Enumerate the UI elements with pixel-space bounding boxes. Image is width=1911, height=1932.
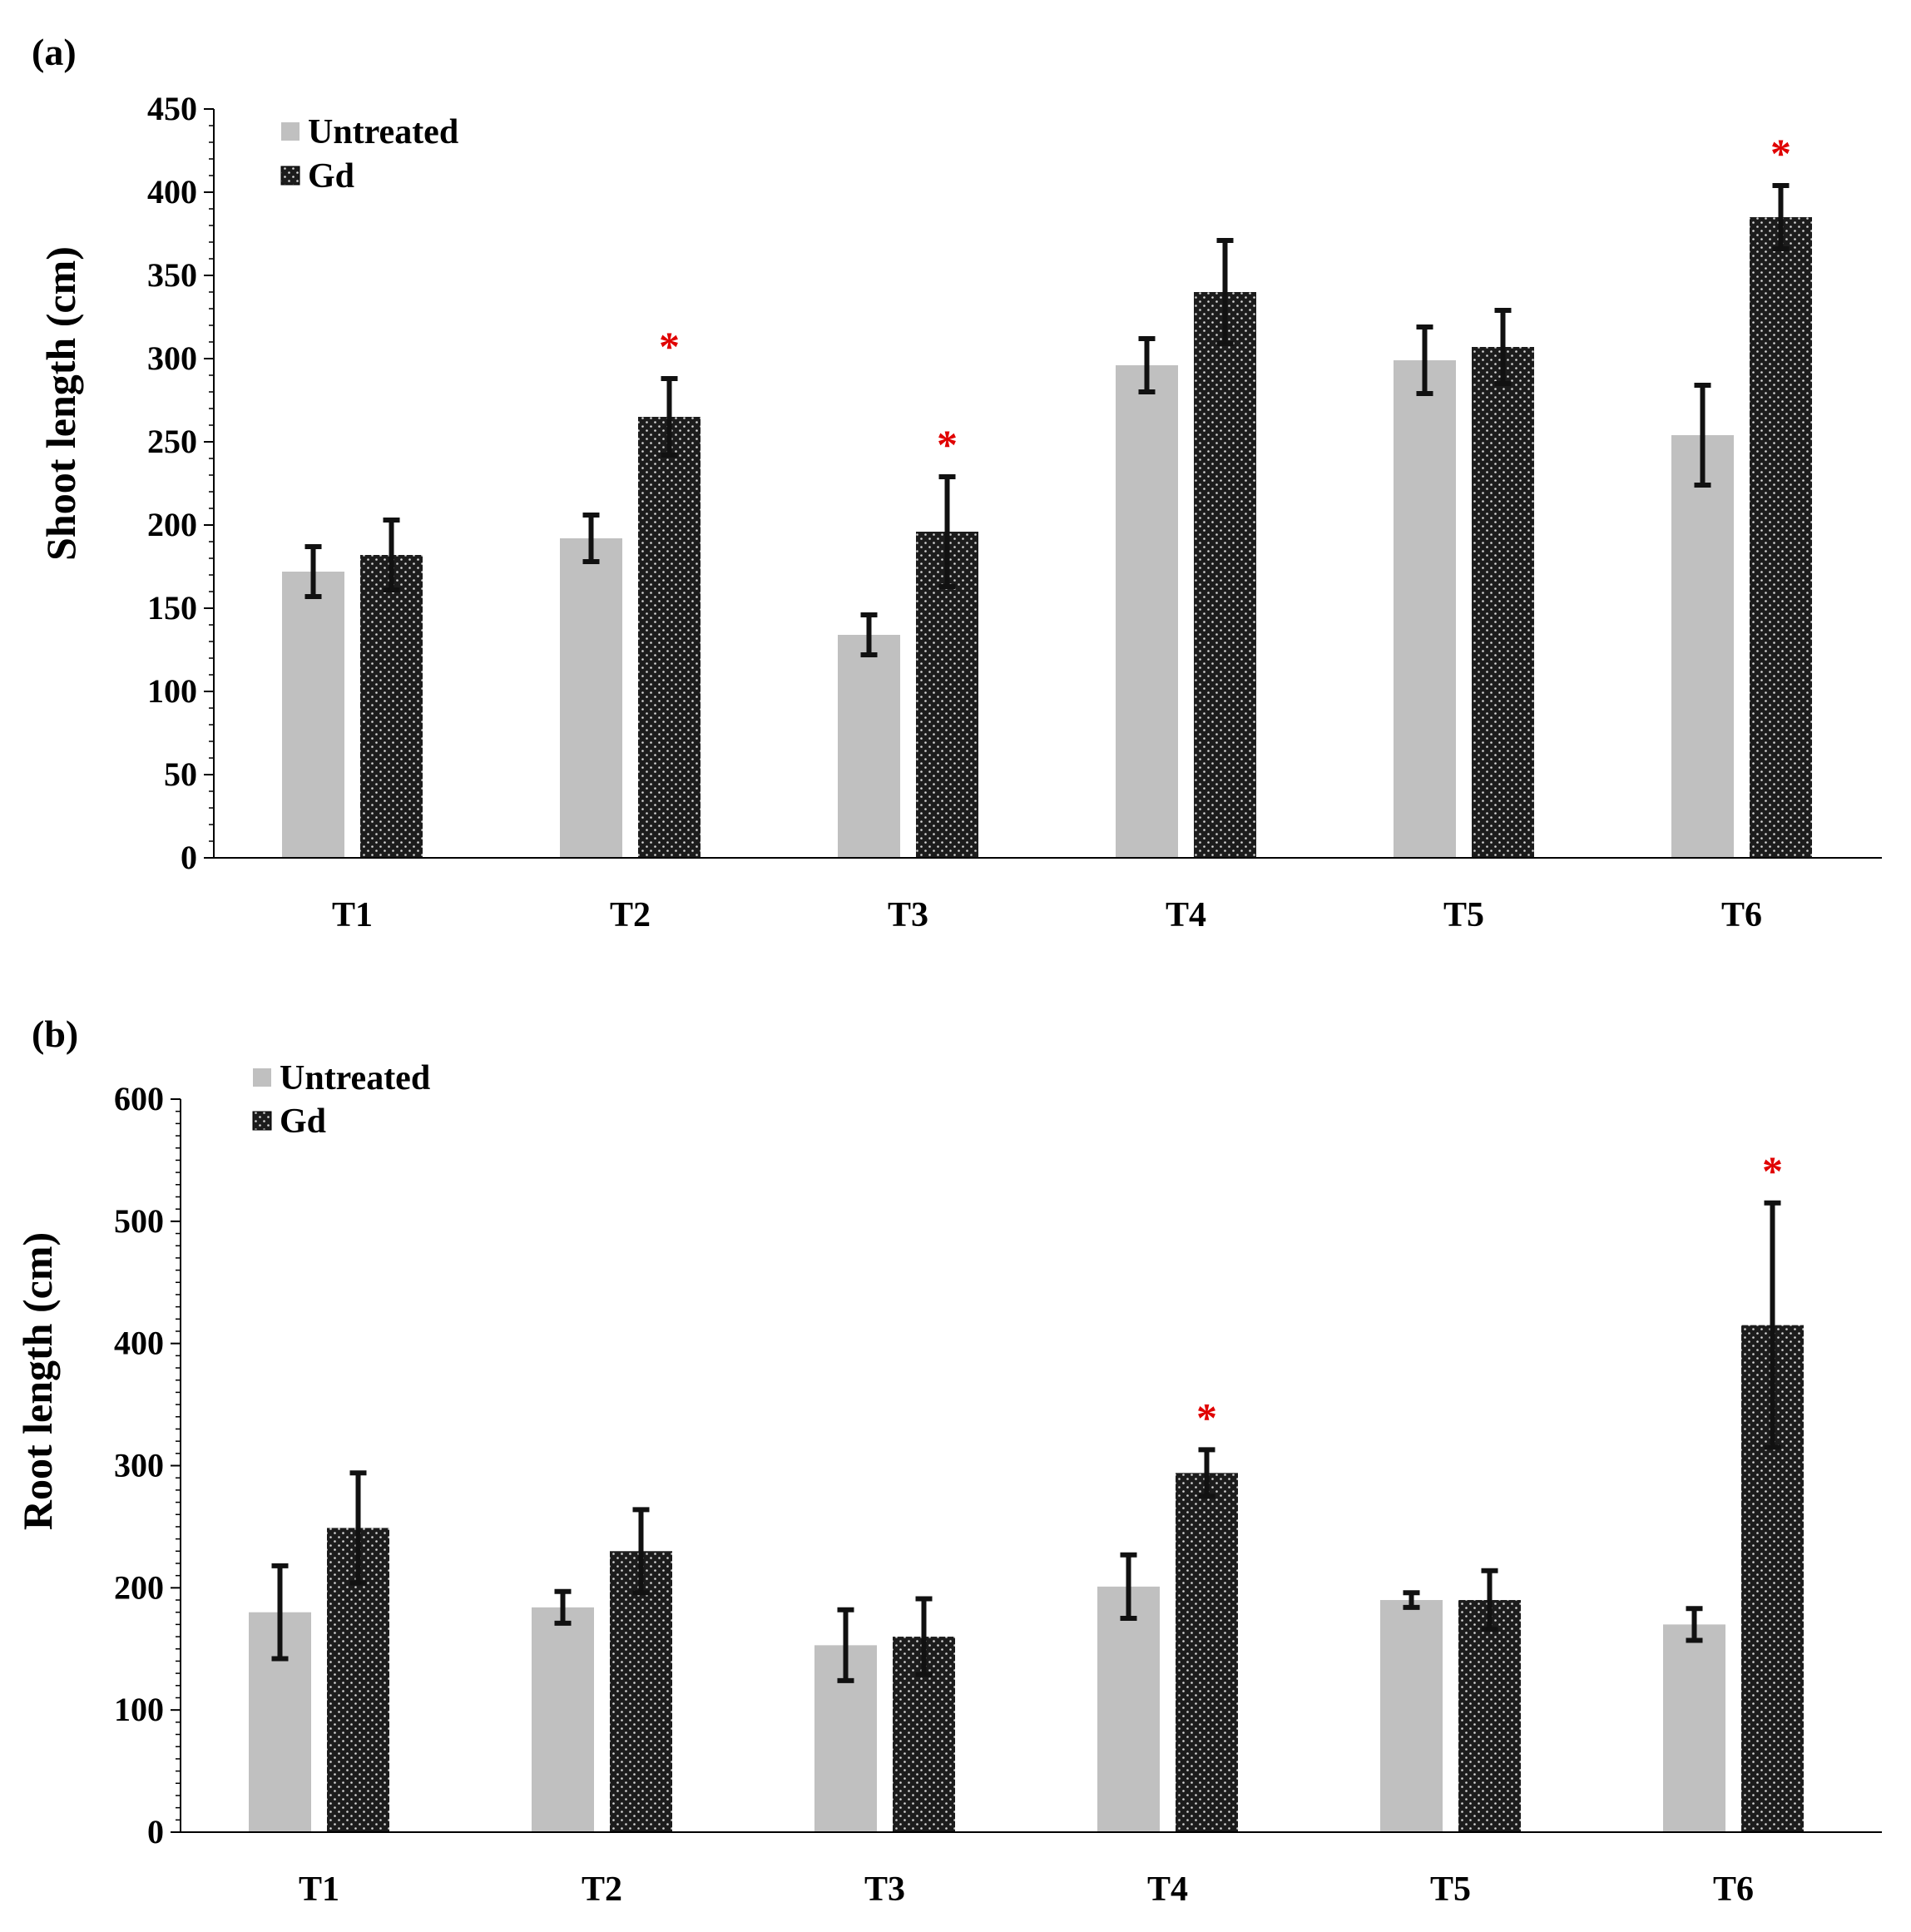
legend-label-untreated-b: Untreated bbox=[280, 1059, 430, 1097]
legend-label-gd-a: Gd bbox=[308, 157, 354, 196]
y-tick-label: 0 bbox=[147, 1813, 164, 1850]
y-tick-label: 0 bbox=[181, 839, 197, 876]
y-tick-label: 450 bbox=[147, 90, 197, 127]
legend-swatch-gd-b bbox=[252, 1111, 272, 1131]
legend-swatch-untreated-a bbox=[281, 122, 300, 141]
legend-b: Untreated Gd bbox=[252, 1059, 430, 1141]
legend-swatch-untreated-b bbox=[253, 1068, 271, 1087]
error-bar-gd-t6 bbox=[1764, 1200, 1781, 1450]
y-axis-title-a: Shoot length (cm) bbox=[37, 246, 84, 561]
x-tick-label-t5: T5 bbox=[1443, 896, 1484, 934]
chart-panel-a: (a) Shoot length (cm) * * * 0 50 100 150 200 250… bbox=[32, 31, 1882, 934]
legend-a: Untreated Gd bbox=[280, 113, 458, 196]
x-tick-label-t4: T4 bbox=[1147, 1870, 1188, 1909]
bar-gd-t2 bbox=[638, 417, 701, 858]
error-bar-gd-t4 bbox=[1198, 1447, 1215, 1499]
x-tick-label-t5: T5 bbox=[1430, 1870, 1471, 1909]
error-bar-gd-t5 bbox=[1481, 1568, 1498, 1632]
bar-gd-t5 bbox=[1472, 347, 1534, 858]
bar-gd-t2 bbox=[610, 1551, 672, 1832]
significance-star-t6: * bbox=[1762, 1147, 1783, 1194]
error-bar-untreated-t5 bbox=[1403, 1590, 1420, 1610]
plot-area-b: * * 0 100 200 300 400 500 600 T1 T2 T3 T4 T5 T6 bbox=[114, 1080, 1882, 1909]
bar-gd-t1 bbox=[360, 555, 423, 858]
x-tick-label-t4: T4 bbox=[1166, 896, 1206, 934]
error-bar-untreated-t5 bbox=[1416, 324, 1433, 396]
error-bar-gd-t1 bbox=[349, 1470, 367, 1586]
bar-untreated-t3 bbox=[838, 635, 900, 858]
y-tick-label: 400 bbox=[114, 1325, 164, 1362]
legend-swatch-gd-a bbox=[280, 166, 300, 186]
bar-untreated-t4 bbox=[1116, 365, 1178, 858]
bar-untreated-t6 bbox=[1671, 435, 1734, 858]
y-tick-label: 100 bbox=[147, 672, 197, 710]
y-tick-label: 500 bbox=[114, 1202, 164, 1240]
significance-star-t6: * bbox=[1770, 130, 1791, 176]
significance-star-t2: * bbox=[659, 323, 680, 369]
error-bar-gd-t2 bbox=[661, 376, 678, 458]
error-bar-untreated-t6 bbox=[1694, 383, 1711, 488]
y-tick-label: 150 bbox=[147, 589, 197, 627]
error-bar-gd-t6 bbox=[1772, 183, 1790, 251]
bar-untreated-t5 bbox=[1394, 360, 1456, 858]
x-tick-label-t6: T6 bbox=[1713, 1870, 1754, 1909]
y-tick-label: 100 bbox=[114, 1691, 164, 1728]
x-tick-label-t1: T1 bbox=[332, 896, 373, 934]
plot-area-a: * * * 0 50 100 150 200 250 300 350 400 450 T1 T2 T3 T4 T5… bbox=[147, 90, 1882, 934]
error-bar-gd-t5 bbox=[1494, 308, 1512, 386]
error-bar-untreated-t3 bbox=[860, 612, 878, 657]
error-bar-untreated-t2 bbox=[582, 513, 600, 564]
y-tick-label: 400 bbox=[147, 173, 197, 211]
chart-panel-b: (b) Root length (cm) * * 0 100 200 300 400 500 6… bbox=[14, 1013, 1882, 1909]
x-tick-label-t2: T2 bbox=[610, 896, 651, 934]
error-bar-untreated-t2 bbox=[554, 1588, 572, 1626]
bar-untreated-t6 bbox=[1663, 1624, 1725, 1832]
significance-star-t4: * bbox=[1196, 1394, 1217, 1440]
panel-label-a: (a) bbox=[32, 31, 77, 73]
bar-untreated-t5 bbox=[1380, 1600, 1443, 1832]
x-tick-label-t6: T6 bbox=[1721, 896, 1762, 934]
bar-gd-t4 bbox=[1194, 292, 1256, 858]
error-bar-untreated-t1 bbox=[271, 1563, 289, 1662]
y-tick-label: 600 bbox=[114, 1080, 164, 1117]
x-tick-label-t3: T3 bbox=[888, 896, 928, 934]
error-bar-gd-t3 bbox=[915, 1596, 933, 1677]
legend-label-gd-b: Gd bbox=[280, 1102, 326, 1141]
error-bar-untreated-t6 bbox=[1686, 1606, 1703, 1643]
bar-untreated-t2 bbox=[560, 538, 622, 858]
x-tick-label-t1: T1 bbox=[299, 1870, 339, 1909]
significance-star-t3: * bbox=[937, 421, 958, 468]
error-bar-untreated-t3 bbox=[837, 1607, 854, 1683]
y-tick-label: 200 bbox=[147, 506, 197, 543]
error-bar-untreated-t4 bbox=[1138, 336, 1156, 394]
x-tick-label-t2: T2 bbox=[582, 1870, 622, 1909]
error-bar-untreated-t1 bbox=[304, 544, 322, 599]
y-tick-label: 350 bbox=[147, 256, 197, 294]
error-bar-gd-t3 bbox=[938, 474, 956, 589]
error-bar-gd-t1 bbox=[383, 518, 400, 592]
y-tick-label: 50 bbox=[164, 755, 197, 793]
bar-untreated-t2 bbox=[532, 1607, 594, 1832]
bar-gd-t5 bbox=[1458, 1600, 1521, 1832]
y-tick-label: 200 bbox=[114, 1568, 164, 1606]
bar-untreated-t4 bbox=[1097, 1586, 1160, 1832]
error-bar-gd-t4 bbox=[1216, 238, 1234, 346]
y-tick-label: 300 bbox=[147, 339, 197, 377]
bar-gd-t4 bbox=[1176, 1473, 1238, 1832]
bar-untreated-t1 bbox=[282, 572, 344, 858]
y-tick-label: 300 bbox=[114, 1447, 164, 1484]
x-tick-label-t3: T3 bbox=[864, 1870, 905, 1909]
error-bar-gd-t2 bbox=[632, 1507, 650, 1596]
bar-gd-t6 bbox=[1750, 217, 1812, 858]
legend-label-untreated-a: Untreated bbox=[308, 113, 458, 151]
y-axis-title-b: Root length (cm) bbox=[14, 1232, 61, 1530]
y-tick-label: 250 bbox=[147, 423, 197, 460]
panel-label-b: (b) bbox=[32, 1013, 78, 1055]
error-bar-untreated-t4 bbox=[1120, 1552, 1137, 1622]
